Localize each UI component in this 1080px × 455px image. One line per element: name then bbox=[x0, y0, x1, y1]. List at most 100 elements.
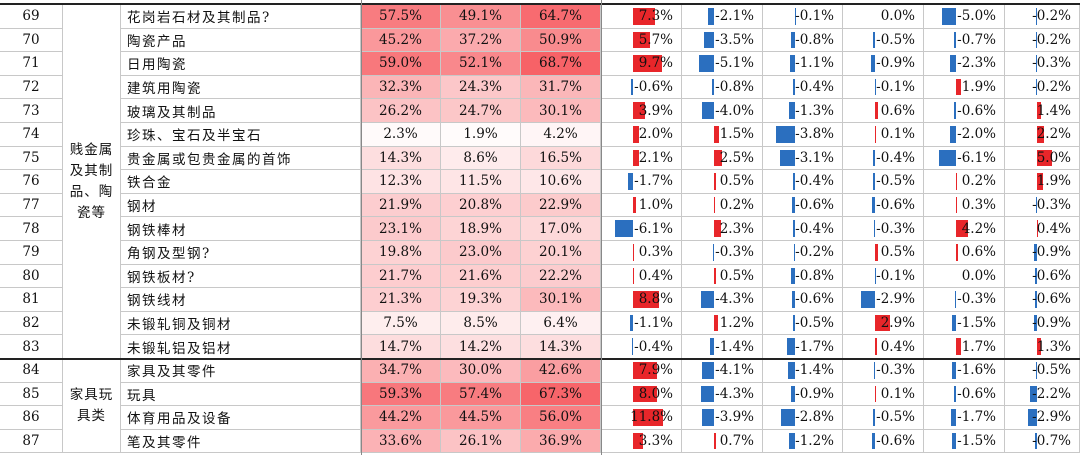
item-name: 玻璃及其制品 bbox=[121, 99, 361, 123]
change-value: -1.6% bbox=[957, 362, 996, 379]
change-cell: 0.5% bbox=[843, 241, 924, 265]
change-cell: 0.4% bbox=[1005, 217, 1080, 241]
change-cell: -0.8% bbox=[763, 28, 843, 53]
change-cell: -0.3% bbox=[682, 241, 763, 265]
change-cell: 0.1% bbox=[843, 123, 924, 147]
positive-bar bbox=[956, 173, 957, 190]
share-cell: 26.1% bbox=[441, 429, 521, 454]
change-value: -2.3% bbox=[957, 55, 996, 72]
positive-bar bbox=[633, 244, 634, 261]
positive-bar bbox=[714, 149, 722, 167]
row-index: 77 bbox=[0, 193, 63, 218]
share-cell: 30.1% bbox=[521, 99, 601, 123]
change-cell: -4.0% bbox=[682, 99, 763, 123]
positive-bar bbox=[633, 362, 657, 379]
positive-bar bbox=[714, 432, 717, 450]
positive-bar bbox=[875, 244, 878, 261]
share-cell: 24.3% bbox=[441, 75, 521, 100]
change-value: -0.7% bbox=[957, 31, 996, 48]
row-index: 75 bbox=[0, 146, 63, 171]
negative-bar bbox=[874, 267, 875, 285]
change-cell: -0.3% bbox=[843, 359, 924, 383]
negative-bar bbox=[951, 362, 956, 379]
negative-bar bbox=[870, 55, 875, 72]
change-value: 0.7% bbox=[719, 433, 754, 450]
change-cell: -1.4% bbox=[763, 359, 843, 383]
negative-bar bbox=[1028, 409, 1037, 426]
negative-bar bbox=[713, 244, 714, 261]
positive-bar bbox=[714, 196, 715, 214]
negative-bar bbox=[702, 409, 714, 426]
change-value: 2.3% bbox=[719, 220, 754, 237]
share-cell: 44.2% bbox=[361, 406, 441, 430]
change-cell: -0.2% bbox=[763, 241, 843, 265]
change-value: 5.0% bbox=[1036, 149, 1071, 166]
change-value: -0.4% bbox=[795, 173, 834, 190]
share-cell: 42.6% bbox=[521, 359, 601, 383]
share-cell: 36.9% bbox=[521, 429, 601, 454]
positive-bar bbox=[1037, 338, 1041, 355]
change-value: -4.1% bbox=[715, 362, 754, 379]
negative-bar bbox=[707, 8, 714, 25]
change-cell: 0.2% bbox=[682, 193, 763, 218]
change-value: -6.1% bbox=[957, 149, 996, 166]
change-cell: -0.7% bbox=[924, 28, 1005, 53]
row-index: 76 bbox=[0, 170, 63, 194]
change-value: -0.6% bbox=[1032, 291, 1071, 308]
change-cell: -0.2% bbox=[1005, 75, 1080, 100]
change-cell: -0.4% bbox=[763, 75, 843, 100]
change-cell: -0.5% bbox=[843, 170, 924, 194]
change-value: 1.0% bbox=[638, 197, 673, 214]
row-index: 73 bbox=[0, 99, 63, 123]
change-value: 1.7% bbox=[961, 338, 996, 355]
change-cell: -0.5% bbox=[843, 28, 924, 53]
change-cell: -0.9% bbox=[1005, 241, 1080, 265]
negative-bar bbox=[873, 362, 875, 379]
change-cell: -4.3% bbox=[682, 382, 763, 407]
change-value: 0.2% bbox=[719, 197, 754, 214]
change-cell: -2.9% bbox=[843, 288, 924, 312]
negative-bar bbox=[792, 196, 795, 214]
change-value: -4.0% bbox=[715, 102, 754, 119]
change-value: 1.5% bbox=[719, 126, 754, 143]
change-value: -1.1% bbox=[634, 315, 673, 332]
share-cell: 2.3% bbox=[361, 123, 441, 147]
change-cell: -0.1% bbox=[843, 264, 924, 289]
change-value: 8.8% bbox=[638, 291, 673, 308]
negative-bar bbox=[793, 220, 795, 237]
share-cell: 7.5% bbox=[361, 311, 441, 336]
negative-bar bbox=[1036, 31, 1037, 49]
change-value: -0.6% bbox=[634, 79, 673, 96]
change-value: 8.0% bbox=[638, 385, 673, 402]
change-value: -1.3% bbox=[795, 102, 834, 119]
change-value: -0.9% bbox=[795, 385, 834, 402]
share-cell: 30.1% bbox=[521, 288, 601, 312]
share-cell: 20.1% bbox=[521, 241, 601, 265]
share-cell: 34.7% bbox=[361, 359, 441, 383]
item-name: 体育用品及设备 bbox=[121, 406, 361, 430]
negative-bar bbox=[701, 385, 714, 403]
change-value: -2.9% bbox=[1032, 409, 1071, 426]
change-value: -4.3% bbox=[715, 385, 754, 402]
positive-bar bbox=[956, 196, 957, 214]
share-cell: 21.3% bbox=[361, 288, 441, 312]
change-cell: -0.6% bbox=[924, 382, 1005, 407]
change-value: 7.3% bbox=[638, 8, 673, 25]
negative-bar bbox=[950, 126, 956, 143]
row-index: 71 bbox=[0, 52, 63, 76]
negative-bar bbox=[791, 267, 795, 285]
item-name: 钢铁线材 bbox=[121, 288, 361, 312]
top-border bbox=[0, 3, 1080, 5]
change-value: 2.2% bbox=[1036, 126, 1071, 143]
share-cell: 24.7% bbox=[441, 99, 521, 123]
negative-bar bbox=[860, 291, 875, 308]
row-index: 69 bbox=[0, 5, 63, 29]
negative-bar bbox=[614, 220, 633, 237]
change-value: -1.4% bbox=[715, 338, 754, 355]
negative-bar bbox=[1036, 78, 1037, 96]
change-cell: 5.0% bbox=[1005, 146, 1080, 171]
positive-bar bbox=[1037, 173, 1043, 190]
change-cell: 0.4% bbox=[843, 335, 924, 359]
change-cell: -3.1% bbox=[763, 146, 843, 171]
